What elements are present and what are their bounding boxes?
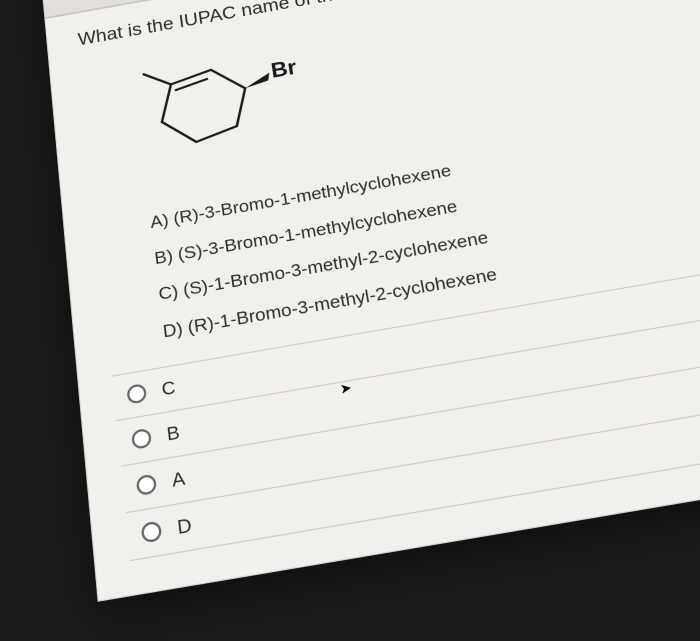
radio-icon[interactable] [131,428,152,450]
br-label: Br [269,55,298,82]
answer-label: C [161,377,177,401]
radio-icon[interactable] [126,383,147,405]
answer-label: B [166,421,181,445]
answer-label: D [176,514,193,540]
radio-icon[interactable] [141,521,163,544]
question-body: What is the IUPAC name of the following … [45,0,700,600]
viewport: © Question 2 4 pts What is the IUPAC nam… [0,0,700,641]
answer-label: A [171,467,187,492]
quiz-page: Question 2 4 pts What is the IUPAC name … [40,0,700,602]
radio-icon[interactable] [136,474,157,497]
molecule-svg: Br [112,33,324,179]
